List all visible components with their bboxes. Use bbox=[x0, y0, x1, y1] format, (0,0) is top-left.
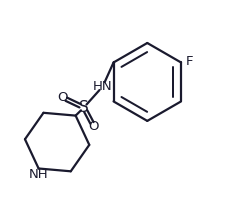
Text: NH: NH bbox=[29, 168, 48, 181]
Text: O: O bbox=[88, 120, 99, 133]
Text: HN: HN bbox=[93, 80, 112, 93]
Text: O: O bbox=[57, 91, 68, 104]
Text: S: S bbox=[79, 100, 88, 115]
Text: F: F bbox=[185, 55, 193, 68]
